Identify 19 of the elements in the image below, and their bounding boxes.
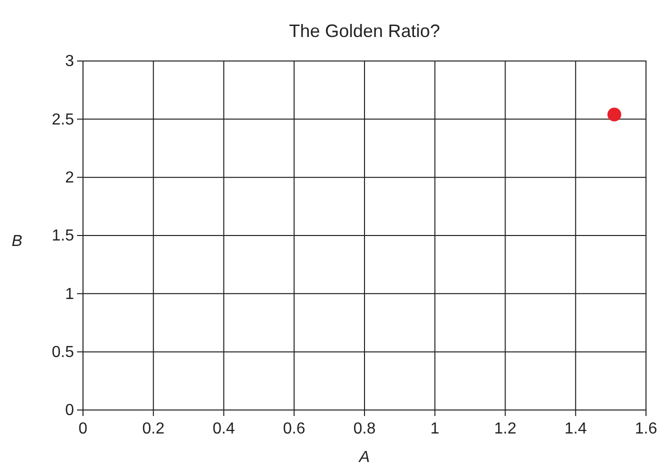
y-tick-label: 0	[65, 402, 74, 420]
chart-title: The Golden Ratio?	[288, 21, 440, 41]
y-tick-label: 1.5	[52, 228, 74, 245]
y-tick-label: 2.5	[52, 111, 74, 128]
x-tick-label: 1.6	[634, 420, 658, 438]
y-axis-title: B	[12, 233, 23, 250]
x-tick-label: 1.2	[494, 420, 516, 438]
x-tick-label: 0.2	[142, 420, 165, 438]
x-tick-label: 0.4	[212, 420, 235, 438]
y-tick-label: 2	[65, 169, 74, 186]
x-tick-label: 0.8	[353, 420, 376, 438]
x-tick-label: 1.4	[564, 420, 587, 438]
y-tick-label: 3	[65, 53, 74, 70]
x-axis-title: A	[358, 449, 370, 466]
x-tick-label: 0	[78, 420, 88, 438]
x-tick-label: 0.6	[283, 420, 306, 438]
y-tick-label: 1	[65, 286, 74, 303]
y-tick-label: 0.5	[52, 344, 74, 361]
x-tick-label: 1	[430, 420, 440, 438]
